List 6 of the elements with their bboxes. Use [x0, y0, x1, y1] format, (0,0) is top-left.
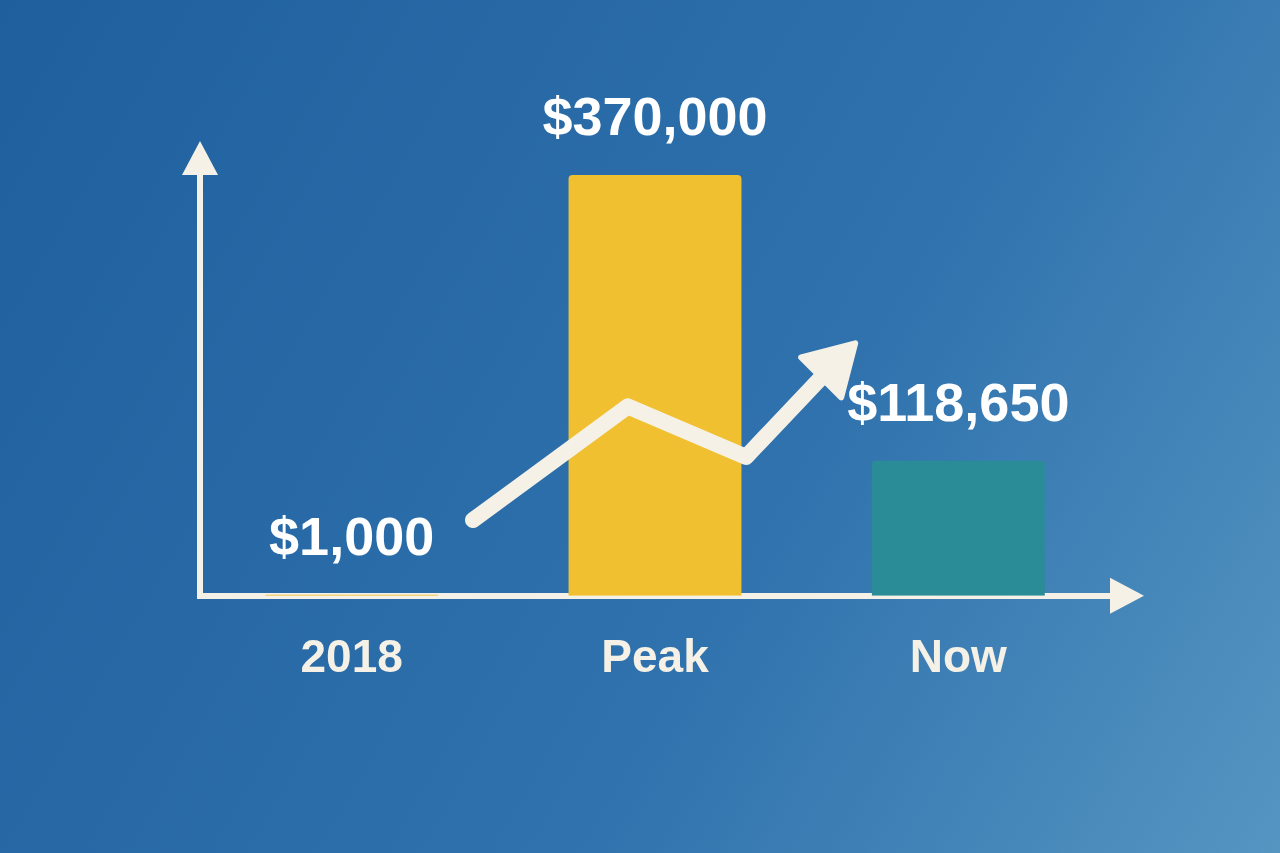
data-label: $118,650	[847, 371, 1070, 432]
x-tick-label: Now	[909, 630, 1008, 683]
data-label: $1,000	[269, 505, 435, 566]
data-label: $370,000	[542, 85, 768, 146]
x-tick-label: 2018	[300, 630, 403, 683]
x-tick-label: Peak	[601, 630, 710, 683]
